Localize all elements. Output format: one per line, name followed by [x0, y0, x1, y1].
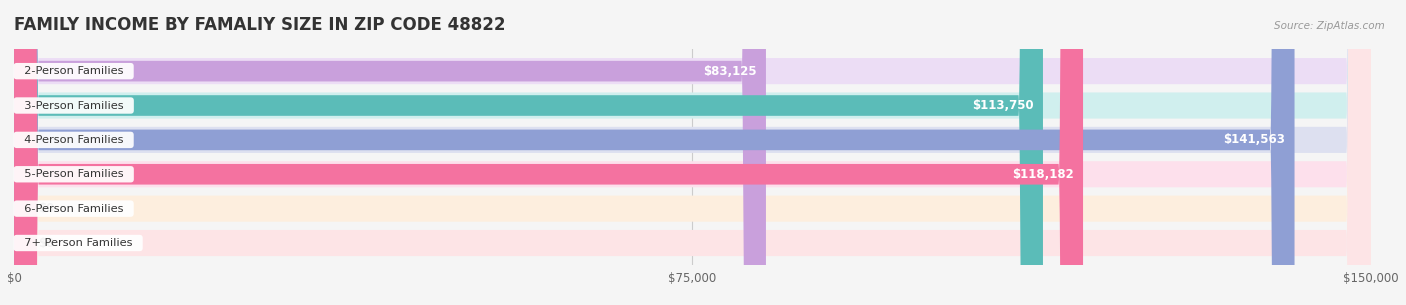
Text: $0: $0	[38, 202, 55, 215]
FancyBboxPatch shape	[14, 0, 1371, 305]
FancyBboxPatch shape	[14, 0, 1083, 305]
Text: $118,182: $118,182	[1012, 168, 1074, 181]
Text: $113,750: $113,750	[972, 99, 1033, 112]
Text: 7+ Person Families: 7+ Person Families	[17, 238, 139, 248]
Text: 3-Person Families: 3-Person Families	[17, 101, 131, 110]
FancyBboxPatch shape	[14, 0, 1371, 305]
FancyBboxPatch shape	[14, 0, 1371, 305]
Text: Source: ZipAtlas.com: Source: ZipAtlas.com	[1274, 21, 1385, 31]
Text: FAMILY INCOME BY FAMALIY SIZE IN ZIP CODE 48822: FAMILY INCOME BY FAMALIY SIZE IN ZIP COD…	[14, 16, 506, 34]
FancyBboxPatch shape	[14, 0, 1371, 305]
FancyBboxPatch shape	[14, 0, 1043, 305]
FancyBboxPatch shape	[14, 0, 1371, 305]
Text: 6-Person Families: 6-Person Families	[17, 204, 131, 213]
FancyBboxPatch shape	[14, 0, 766, 305]
Text: 5-Person Families: 5-Person Families	[17, 169, 131, 179]
FancyBboxPatch shape	[14, 0, 1295, 305]
Text: 2-Person Families: 2-Person Families	[17, 66, 131, 76]
Text: $0: $0	[38, 236, 55, 249]
Text: 4-Person Families: 4-Person Families	[17, 135, 131, 145]
Text: $83,125: $83,125	[703, 65, 756, 78]
Text: $141,563: $141,563	[1223, 133, 1285, 146]
FancyBboxPatch shape	[14, 0, 1371, 305]
